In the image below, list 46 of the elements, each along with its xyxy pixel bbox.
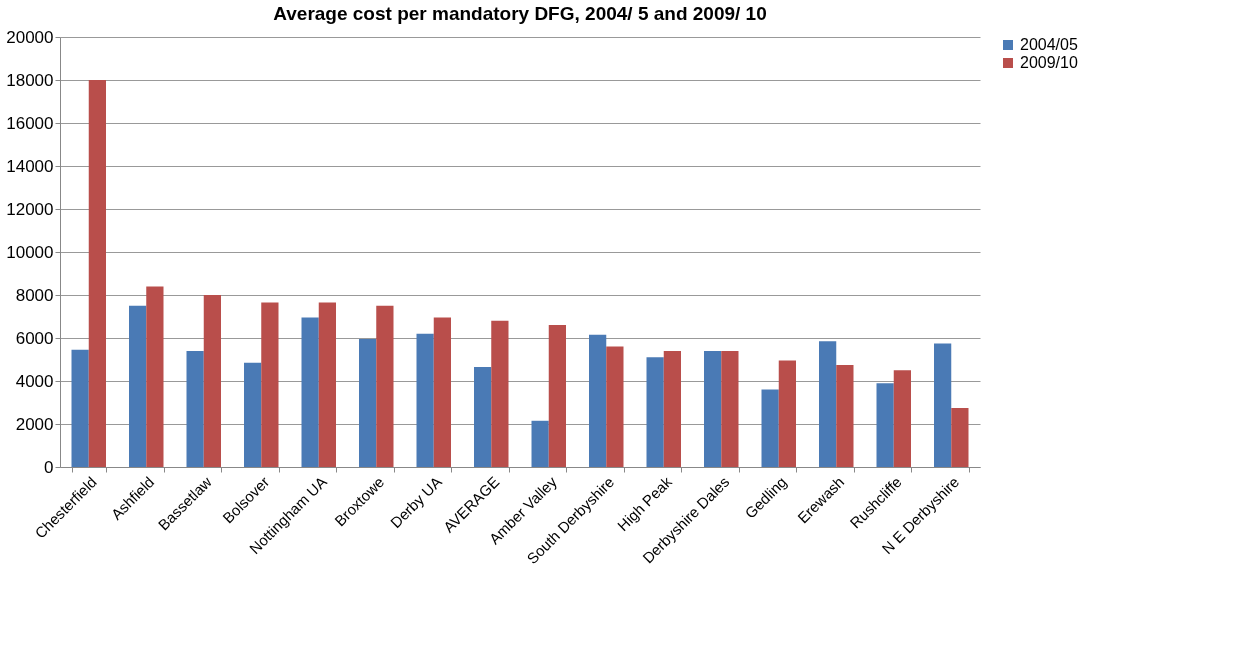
bar (606, 346, 624, 467)
legend-label: 2009/10 (1020, 54, 1078, 71)
bar (433, 317, 451, 467)
bar (761, 389, 779, 467)
bar (244, 362, 262, 467)
bar (71, 349, 89, 467)
bar (318, 302, 336, 467)
y-tick-label: 10000 (6, 242, 54, 262)
bar (778, 360, 796, 467)
y-tick-label: 4000 (15, 371, 54, 391)
bar (474, 367, 492, 467)
legend-label: 2004/05 (1020, 36, 1078, 53)
bar (531, 420, 549, 467)
bar (491, 320, 509, 467)
y-tick-label: 8000 (15, 285, 54, 305)
bar (819, 341, 837, 467)
y-tick-label: 14000 (6, 156, 54, 176)
bar (951, 407, 969, 467)
bar (663, 350, 681, 467)
bar (301, 317, 319, 467)
bar (893, 370, 911, 467)
bar (548, 325, 566, 467)
bar (646, 357, 664, 467)
bar (704, 350, 722, 467)
bar (836, 364, 854, 467)
y-tick-label: 18000 (6, 70, 54, 90)
bar (589, 334, 607, 467)
chart-title: Average cost per mandatory DFG, 2004/ 5 and 2009/ 10 (273, 3, 767, 24)
bar (376, 305, 394, 467)
y-tick-label: 6000 (15, 328, 54, 348)
bar (934, 343, 952, 467)
bar (721, 350, 739, 467)
y-tick-label: 2000 (15, 414, 54, 434)
y-tick-label: 16000 (6, 113, 54, 133)
y-tick-label: 20000 (6, 27, 54, 47)
bar (261, 302, 279, 467)
bar (146, 286, 164, 467)
bar (359, 339, 377, 467)
y-tick-label: 0 (44, 457, 54, 477)
bar (186, 350, 204, 467)
bar (88, 80, 106, 467)
bar (129, 305, 147, 467)
bar (416, 333, 434, 467)
y-tick-label: 12000 (6, 199, 54, 219)
bar (876, 383, 894, 467)
bar (203, 295, 221, 467)
